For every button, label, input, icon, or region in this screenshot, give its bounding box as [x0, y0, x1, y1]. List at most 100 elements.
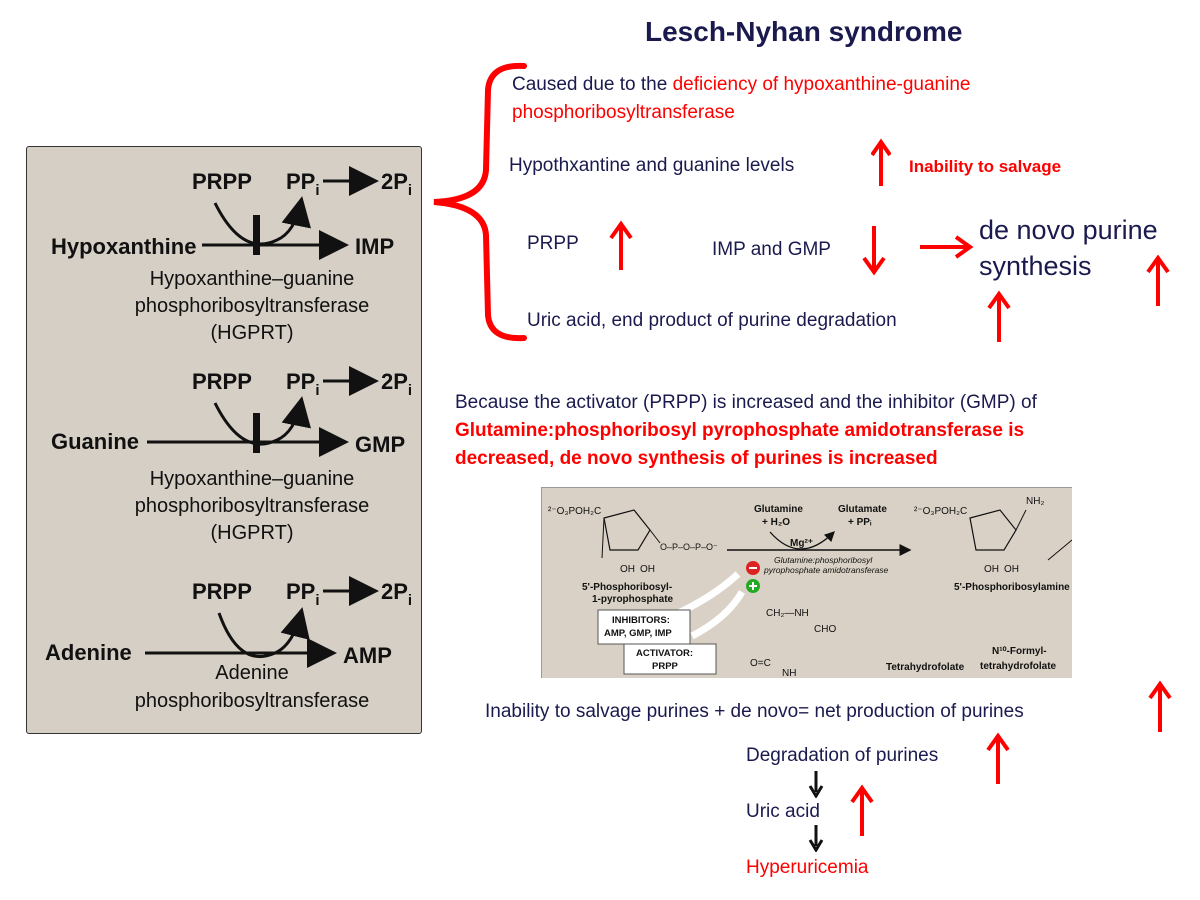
ppi-label: + PPᵢ — [848, 517, 872, 528]
guanine-label: Guanine — [51, 429, 139, 454]
prpp-label: PRPP — [192, 369, 252, 394]
ppi-sub: i — [315, 382, 319, 399]
pi-label: 2P — [381, 369, 408, 394]
ppi-label: PP — [286, 579, 315, 604]
ppi-label: PP — [286, 169, 315, 194]
cause-prefix: Caused due to the — [512, 74, 673, 95]
because-line2: Glutamine:phosphoribosyl pyrophosphate a… — [455, 420, 1025, 441]
reaction-hypoxanthine: PRPP PPi 2Pi Hypoxanthine IMP Hypoxanthi… — [51, 166, 412, 344]
inhibitors-title: INHIBITORS: — [612, 615, 670, 626]
thf-label: Tetrahydrofolate — [886, 662, 965, 673]
svg-text:PPi: PPi — [286, 169, 320, 199]
enzyme-line3: (HGPRT) — [211, 522, 294, 544]
enzyme-line1: Adenine — [215, 662, 288, 684]
svg-text:2Pi: 2Pi — [381, 579, 412, 609]
ppi-sub: i — [315, 182, 319, 199]
adenine-label: Adenine — [45, 640, 132, 665]
nh2-label: NH₂ — [1026, 496, 1044, 507]
salvage-pathway-panel: PRPP PPi 2Pi Hypoxanthine IMP Hypoxanthi… — [26, 146, 422, 734]
because-paragraph: Because the activator (PRPP) is increase… — [455, 389, 1195, 473]
reaction-adenine: PRPP PPi 2Pi Adenine AMP Adenine phospho… — [45, 576, 412, 712]
inhibitors-box — [597, 609, 691, 645]
enzyme-line1: Hypoxanthine–guanine — [150, 268, 355, 290]
down-arrow-icon — [862, 226, 886, 276]
cause-text: Caused due to the deficiency of hypoxant… — [512, 71, 1112, 127]
enzyme-line2: phosphoribosyltransferase — [135, 295, 370, 317]
h2o-label: + H₂O — [762, 517, 790, 528]
mg-label: Mg²⁺ — [790, 538, 813, 549]
net-production-text: Inability to salvage purines + de novo= … — [485, 701, 1024, 722]
cause-deficiency-l1: deficiency of hypoxanthine-guanine — [672, 74, 971, 95]
enzyme-block-bar — [253, 413, 260, 453]
glutamine-label: Glutamine — [754, 504, 803, 515]
hyperuricemia-text: Hyperuricemia — [746, 857, 869, 878]
prpp-curve-arrow — [213, 196, 311, 246]
activator-title: ACTIVATOR: — [636, 648, 693, 659]
down-arrow-icon — [808, 771, 824, 798]
imp-label: IMP — [355, 234, 394, 259]
prpp-label: PRPP — [192, 579, 252, 604]
phosphate-group-right: ²⁻O₃POH₂C — [914, 506, 967, 517]
phosphate-group-left: ²⁻O₃POH₂C — [548, 506, 601, 517]
up-arrow-icon — [987, 290, 1011, 342]
ppi-sub: i — [315, 592, 319, 609]
ribose-ring-left — [603, 509, 651, 551]
oh-label: OH — [984, 564, 999, 575]
cho-label: CHO — [814, 624, 836, 635]
prpp-effect-text: PRPP — [527, 233, 579, 254]
pi-sub: i — [408, 182, 412, 199]
page-title: Lesch-Nyhan syndrome — [645, 16, 963, 47]
uric-acid-text: Uric acid, end product of purine degrada… — [527, 310, 897, 331]
red-curly-brace — [433, 62, 527, 342]
uric-acid-bottom-text: Uric acid — [746, 801, 820, 822]
up-arrow-icon — [1146, 254, 1170, 306]
activator-value: PRPP — [652, 661, 679, 672]
hypoxanthine-levels-text: Hypothxantine and guanine levels — [509, 155, 795, 176]
oh-label: OH — [1004, 564, 1019, 575]
up-arrow-icon — [986, 732, 1010, 784]
up-arrow-icon — [871, 138, 891, 186]
pi-sub: i — [408, 592, 412, 609]
enzyme-line2: phosphoribosyltransferase — [135, 495, 370, 517]
svg-text:PPi: PPi — [286, 579, 320, 609]
hypoxanthine-label: Hypoxanthine — [51, 234, 196, 259]
svg-text:2Pi: 2Pi — [381, 369, 412, 399]
salvage-reactions-diagram: PRPP PPi 2Pi Hypoxanthine IMP Hypoxanthi… — [45, 166, 412, 712]
reaction-figure-svg: ²⁻O₃POH₂C OH OH O–P–O–P–O⁻ Glutamine + H… — [548, 496, 1072, 678]
ribose-ring-right — [969, 509, 1017, 551]
svg-text:PPi: PPi — [286, 369, 320, 399]
gmp-label: GMP — [355, 432, 405, 457]
product-label: 5'-Phosphoribosylamine — [954, 582, 1070, 593]
nh-label: NH — [782, 668, 796, 678]
enzyme-line3: (HGPRT) — [211, 322, 294, 344]
figure-enzyme-l2: pyrophosphate amidotransferase — [763, 565, 889, 575]
prpp-substrate-l1: 5'-Phosphoribosyl- — [582, 582, 672, 593]
formyl-thf-l1: N¹⁰-Formyl- — [992, 646, 1047, 657]
ppi-label: PP — [286, 369, 315, 394]
activator-arrow — [690, 590, 746, 640]
enzyme-line1: Hypoxanthine–guanine — [150, 468, 355, 490]
figure-enzyme-l1: Glutamine:phosphoribosyl — [774, 555, 873, 565]
inability-to-salvage-label: Inability to salvage — [909, 157, 1062, 176]
prpp-label: PRPP — [192, 169, 252, 194]
oh-label: OH — [640, 564, 655, 575]
cause-deficiency-l2: phosphoribosyltransferase — [512, 102, 735, 123]
up-arrow-icon — [609, 220, 633, 270]
reaction-guanine: PRPP PPi 2Pi Guanine GMP Hypoxanthine–gu… — [51, 366, 412, 544]
ch2nh-label: CH₂—NH — [766, 608, 809, 619]
prpp-substrate-l2: 1-pyrophosphate — [592, 594, 674, 605]
glutamate-label: Glutamate — [838, 504, 887, 515]
because-line3: decreased, de novo synthesis of purines … — [455, 448, 938, 469]
prpp-curve-arrow — [213, 396, 311, 446]
imp-gmp-text: IMP and GMP — [712, 239, 831, 260]
oh-label: OH — [620, 564, 635, 575]
amidotransferase-reaction-figure: ²⁻O₃POH₂C OH OH O–P–O–P–O⁻ Glutamine + H… — [541, 487, 1072, 678]
inhibitors-list: AMP, GMP, IMP — [604, 628, 672, 639]
up-arrow-icon — [850, 784, 874, 836]
prpp-curve-arrow — [217, 607, 310, 659]
de-novo-line2: synthesis — [979, 251, 1092, 281]
activator-box — [623, 643, 717, 675]
pi-label: 2P — [381, 579, 408, 604]
oc-label: O=C — [750, 658, 771, 669]
pi-sub: i — [408, 382, 412, 399]
